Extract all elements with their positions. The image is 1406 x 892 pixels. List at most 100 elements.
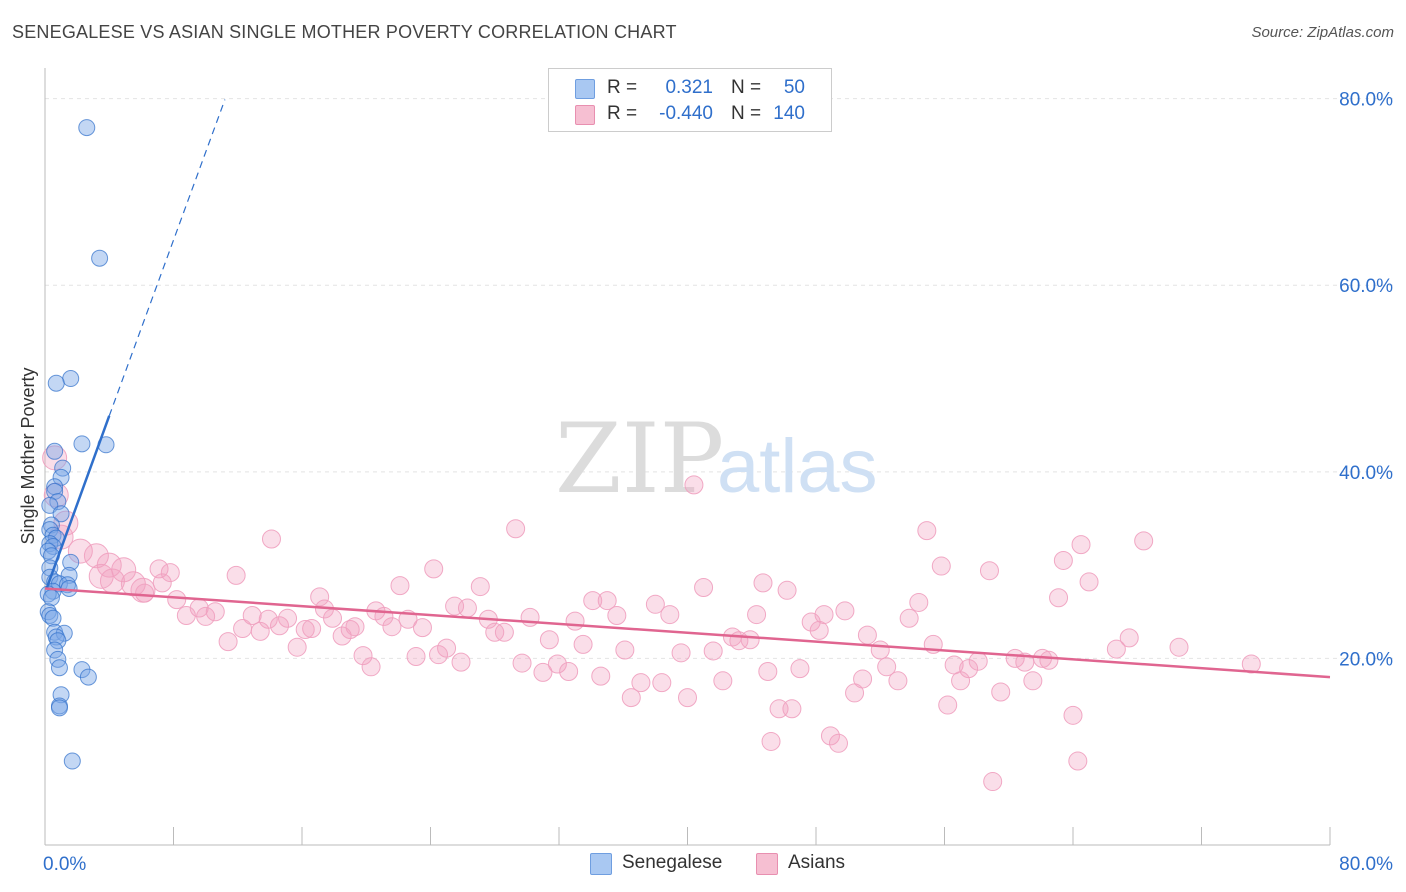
asians-point <box>270 616 290 636</box>
senegalese-point <box>50 659 68 677</box>
legend-n-label: N = <box>731 103 762 124</box>
asians-point <box>149 559 169 579</box>
asians-point <box>323 608 343 628</box>
asians-point <box>615 640 635 660</box>
asians-point <box>740 630 760 650</box>
asians-point <box>382 617 402 637</box>
asians-point <box>591 666 611 686</box>
asians-point <box>135 583 155 603</box>
senegalese-point <box>49 650 67 668</box>
asians-point <box>390 576 410 596</box>
asians-point <box>494 622 514 642</box>
asians-point <box>1079 572 1099 592</box>
senegalese-point <box>41 521 59 539</box>
asians-point <box>917 521 937 541</box>
senegalese-point <box>46 641 64 659</box>
asians-point <box>457 598 477 618</box>
asians-point <box>261 529 281 549</box>
legend-swatch-asians <box>575 105 595 125</box>
asians-point <box>753 573 773 593</box>
asians-point <box>332 626 352 646</box>
legend-n-value: 50 <box>783 77 805 98</box>
legend-row-asians: R = -0.440 N = 140 <box>549 101 831 127</box>
asians-point <box>597 591 617 611</box>
asians-point <box>761 731 781 751</box>
y-tick-label: 60.0% <box>1339 276 1393 297</box>
asians-point <box>83 543 109 569</box>
senegalese-point <box>52 505 70 523</box>
asians-point <box>1049 588 1069 608</box>
y-tick-label: 40.0% <box>1339 463 1393 484</box>
asians-point <box>1068 751 1088 771</box>
asians-point <box>512 653 532 673</box>
asians-point <box>1106 639 1126 659</box>
asians-point <box>758 661 778 681</box>
bottom-legend-swatch-senegalese <box>590 853 612 875</box>
asians-point <box>877 657 897 677</box>
asians-point <box>660 605 680 625</box>
asians-point <box>968 651 988 671</box>
senegalese-point <box>49 632 67 650</box>
chart-title: SENEGALESE VS ASIAN SINGLE MOTHER POVERT… <box>12 22 677 42</box>
senegalese-point <box>73 435 91 453</box>
legend-r-label: R = <box>607 103 638 124</box>
senegalese-point <box>52 468 70 486</box>
asians-point <box>1023 671 1043 691</box>
senegalese-point <box>62 553 80 571</box>
asians-point <box>678 688 697 708</box>
asians-point <box>645 594 665 614</box>
senegalese-point <box>44 609 62 627</box>
asians-point <box>437 638 457 658</box>
x-tick-label: 80.0% <box>1339 854 1393 875</box>
asians-point <box>931 556 951 576</box>
grid-lines <box>45 98 1395 659</box>
watermark-zip: ZIP <box>555 403 724 515</box>
asians-point <box>258 609 278 629</box>
senegalese-trend-extension <box>108 99 226 417</box>
legend-swatch-senegalese <box>575 79 595 99</box>
asians-point <box>167 590 187 610</box>
asians-point <box>652 673 672 693</box>
asians-point <box>565 611 585 631</box>
asians-point <box>835 601 855 621</box>
senegalese-point <box>63 752 81 770</box>
senegalese-point <box>50 699 68 717</box>
asians-point <box>278 608 298 628</box>
senegalese-point <box>39 542 57 560</box>
legend-r-value: -0.440 <box>659 103 713 124</box>
asians-point <box>790 659 810 679</box>
asians-point <box>631 673 651 693</box>
asians-point <box>1119 628 1139 648</box>
asians-point <box>938 695 958 715</box>
watermark: ZIP atlas <box>555 403 878 515</box>
asians-point <box>196 606 216 626</box>
senegalese-point <box>60 579 78 597</box>
asians-point <box>1134 531 1154 551</box>
asians-point <box>713 671 733 691</box>
senegalese-point <box>62 370 80 388</box>
asians-point <box>899 608 919 628</box>
asians-point <box>470 577 490 597</box>
asians-point <box>547 654 567 674</box>
asians-point <box>814 605 834 625</box>
asians-point <box>991 682 1011 702</box>
axes <box>44 68 1331 846</box>
asians-point <box>888 671 908 691</box>
legend-n-value: 140 <box>773 103 805 124</box>
asians-point <box>429 645 449 665</box>
asians-point <box>777 580 797 600</box>
asians-point <box>345 617 365 637</box>
legend-n-label: N = <box>731 77 762 98</box>
asians-point <box>1241 654 1261 674</box>
bottom-legend-label-senegalese: Senegalese <box>622 852 723 873</box>
chart-source: Source: ZipAtlas.com <box>1251 24 1394 41</box>
asians-point <box>111 557 137 583</box>
asians-point <box>621 688 641 708</box>
asians-point <box>870 640 890 660</box>
asians-point <box>520 607 540 627</box>
asians-point <box>451 652 471 672</box>
asians-point <box>1053 550 1073 570</box>
asians-point <box>583 591 603 611</box>
asians-point <box>539 630 559 650</box>
